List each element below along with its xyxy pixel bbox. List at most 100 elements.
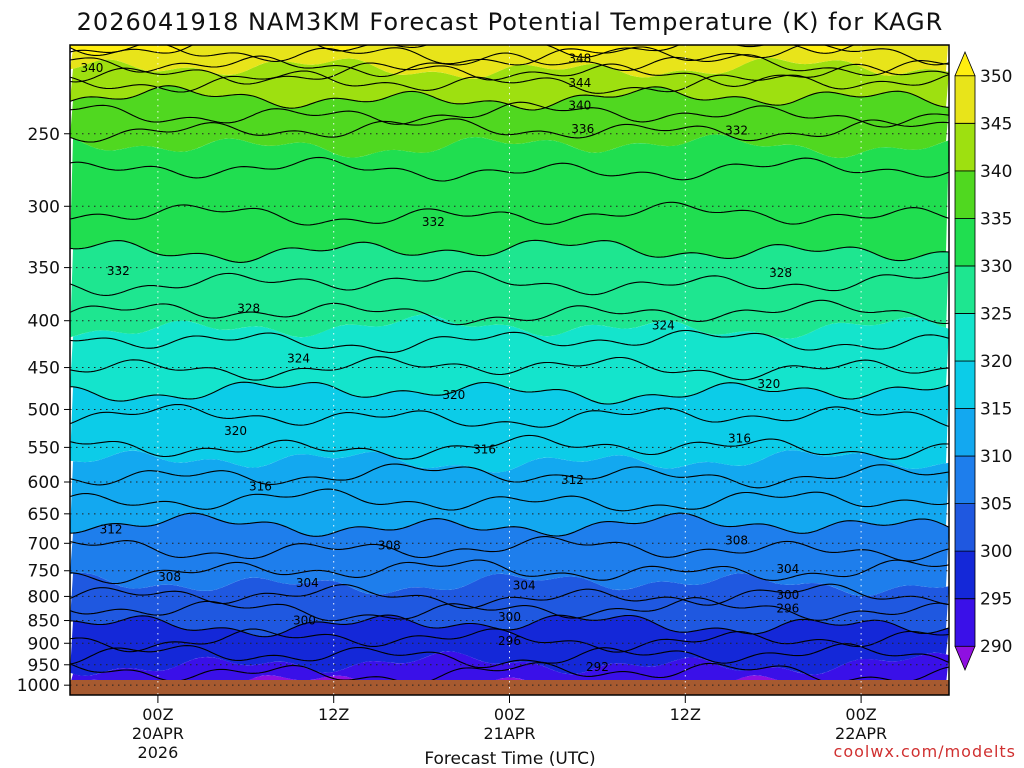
contour-label: 340: [81, 61, 104, 75]
x-tick-label: 21APR: [483, 724, 535, 743]
isotherm-344: [70, 62, 949, 87]
chart-title: 2026041918 NAM3KM Forecast Potential Tem…: [77, 8, 944, 36]
contour-label: 304: [776, 562, 799, 576]
colorbar-swatch: [954, 550, 976, 600]
y-tick-label: 800: [28, 587, 60, 607]
band-300-305: [70, 572, 949, 637]
colorbar-swatch: [954, 50, 976, 77]
y-tick-label: 600: [28, 473, 60, 493]
contour-label: 304: [513, 578, 536, 592]
y-tick-label: 900: [28, 634, 60, 654]
x-tick-label: 00Z: [845, 705, 876, 724]
y-tick-label: 500: [28, 400, 60, 420]
y-tick-label: 450: [28, 359, 60, 379]
contour-label: 348: [568, 52, 591, 66]
contour-label: 320: [442, 388, 465, 402]
contour-label: 296: [498, 634, 521, 648]
band-350-above: [70, 45, 854, 58]
contour-label: 340: [568, 99, 591, 113]
x-tick-label: 20APR: [132, 724, 184, 743]
contour-label: 324: [287, 352, 310, 366]
y-tick-label: 1000: [17, 676, 60, 696]
contour-label: 316: [473, 443, 496, 457]
isotherm-318: [70, 403, 949, 428]
y-tick-label: 400: [28, 312, 60, 332]
y-tick-label: 950: [28, 656, 60, 676]
contour-label: 320: [757, 377, 780, 391]
colorbar-swatch: [954, 75, 976, 124]
band-310-315: [70, 450, 949, 537]
colorbar-swatch: [954, 455, 976, 505]
isotherm-contours: [70, 45, 949, 685]
x-tick-label: 22APR: [835, 724, 887, 743]
contour-label: 328: [769, 266, 792, 280]
band-335-340: [70, 85, 949, 158]
band-290-295: [70, 651, 949, 695]
band-305-310: [70, 513, 949, 597]
isotherm-310: [70, 512, 949, 537]
colorbar-label: 340: [980, 162, 1012, 182]
contour-label: 344: [568, 76, 591, 90]
colorbar-swatch: [954, 122, 976, 172]
contour-label: 320: [224, 424, 247, 438]
contour-label: 328: [237, 302, 260, 316]
x-tick-label: 00Z: [142, 705, 173, 724]
colorbar-label: 315: [980, 400, 1012, 420]
isotherm-324: [70, 329, 949, 353]
colorbar-swatch: [954, 645, 976, 672]
colorbar-swatch: [954, 313, 976, 362]
contour-label: 332: [422, 215, 445, 229]
y-tick-label: 300: [28, 197, 60, 217]
y-tick-label: 700: [28, 534, 60, 554]
isotherm-302: [70, 597, 949, 622]
y-tick-label: 250: [28, 125, 60, 145]
isotherm-316: [70, 434, 949, 460]
colorbar-swatch: [954, 503, 976, 552]
y-tick-label: 350: [28, 259, 60, 279]
isotherm-336: [70, 118, 949, 143]
colorbar-swatch: [954, 360, 976, 409]
colorbar-label: 320: [980, 352, 1012, 372]
colorbar-swatch: [954, 170, 976, 219]
contour-label: 324: [652, 319, 675, 333]
y-tick-label: 550: [28, 438, 60, 458]
colorbar-label: 300: [980, 542, 1012, 562]
gridlines: [70, 45, 949, 695]
isotherm-338: [70, 101, 949, 128]
isotherm-296: [70, 643, 949, 669]
colorbar-label: 290: [980, 637, 1012, 657]
band-325-330: [70, 240, 949, 339]
isotherm-300: [70, 614, 949, 638]
colorbar-label: 325: [980, 304, 1012, 324]
isotherm-312: [70, 488, 949, 512]
isotherm-298: [70, 628, 949, 653]
colorbar-label: 350: [980, 67, 1012, 87]
isotherm-326: [70, 299, 949, 326]
contour-label: 316: [728, 432, 751, 446]
isotherm-340: [70, 85, 949, 111]
contour-label: 316: [249, 480, 272, 494]
colorbar-label: 330: [980, 257, 1012, 277]
contour-label: 308: [725, 533, 748, 547]
isotherm-350: [70, 45, 856, 58]
isotherm-328: [70, 270, 949, 296]
band-315-320: [70, 382, 949, 473]
contour-label: 300: [776, 588, 799, 602]
colorbar-label: 345: [980, 114, 1012, 134]
contour-label: 300: [498, 610, 521, 624]
contour-label: 312: [100, 522, 123, 536]
colorbar-swatch: [954, 598, 976, 647]
colorbar-swatch: [954, 265, 976, 314]
y-tick-label: 850: [28, 612, 60, 632]
contour-label: 300: [293, 614, 316, 628]
contour-label: 312: [561, 473, 584, 487]
x-tick-label: 00Z: [494, 705, 525, 724]
contour-label: 336: [571, 122, 594, 136]
contour-label: 308: [378, 539, 401, 553]
isotherm-322: [70, 356, 949, 381]
y-tick-label: 750: [28, 562, 60, 582]
contour-label: 296: [776, 602, 799, 616]
isotherm-314: [70, 463, 949, 489]
